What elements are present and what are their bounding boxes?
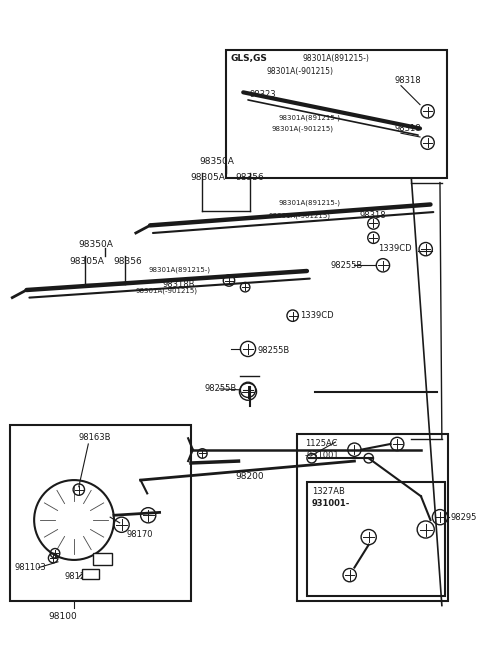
Text: 98318: 98318 — [359, 211, 386, 220]
Text: 1327AB: 1327AB — [312, 487, 345, 496]
Text: 98255B: 98255B — [257, 346, 290, 355]
Text: 98318B: 98318B — [162, 280, 195, 288]
Text: 98100: 98100 — [48, 612, 77, 622]
Bar — [93, 553, 112, 564]
Text: 98295: 98295 — [450, 512, 477, 522]
Text: 98200: 98200 — [236, 472, 264, 482]
Text: 98301A(-901215): 98301A(-901215) — [272, 125, 334, 132]
Bar — [11, 425, 191, 600]
Text: 98301A(891215-): 98301A(891215-) — [278, 200, 340, 206]
Text: 1339CD: 1339CD — [378, 244, 412, 254]
Text: 98301A(891215-): 98301A(891215-) — [278, 114, 340, 121]
Text: 98120: 98120 — [64, 572, 91, 581]
Text: 981103: 981103 — [14, 563, 46, 572]
Bar — [298, 434, 447, 600]
Text: 98318: 98318 — [395, 76, 421, 85]
Bar — [226, 49, 446, 178]
Text: 98356: 98356 — [113, 257, 142, 265]
Text: 98305A: 98305A — [69, 257, 104, 265]
Bar — [82, 570, 99, 579]
Text: 98163B: 98163B — [79, 432, 111, 442]
Text: 98301A(891215-): 98301A(891215-) — [148, 266, 210, 273]
Text: 98356: 98356 — [236, 173, 264, 182]
Bar — [307, 482, 445, 596]
Text: 1339CD: 1339CD — [300, 311, 334, 320]
Text: 98301A(-901215): 98301A(-901215) — [269, 212, 331, 219]
Text: -931001: -931001 — [305, 451, 340, 460]
Text: 98255B: 98255B — [331, 261, 363, 270]
Text: 98305A: 98305A — [190, 173, 225, 182]
Text: 98301A(-901215): 98301A(-901215) — [136, 287, 198, 294]
Text: 98350A: 98350A — [79, 240, 113, 249]
Text: 98318: 98318 — [395, 124, 421, 133]
Text: 98255B: 98255B — [204, 384, 237, 394]
Text: 1125AC: 1125AC — [305, 440, 337, 448]
Text: GLS,GS: GLS,GS — [231, 55, 268, 63]
Text: 98301A(-901215): 98301A(-901215) — [266, 66, 333, 76]
Text: 98301A(891215-): 98301A(891215-) — [302, 55, 369, 63]
Text: 931001-: 931001- — [312, 499, 350, 508]
Text: 98323: 98323 — [250, 91, 276, 99]
Text: 98350A: 98350A — [199, 158, 234, 166]
Text: 98170: 98170 — [126, 530, 153, 539]
